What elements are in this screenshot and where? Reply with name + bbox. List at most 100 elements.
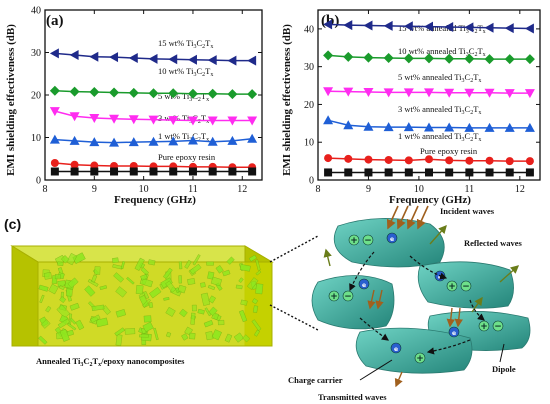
data-point bbox=[444, 53, 455, 64]
zoom-line-bottom bbox=[269, 304, 319, 331]
nanosheet-flake bbox=[67, 277, 79, 289]
y-tick-label: 30 bbox=[304, 62, 314, 73]
data-point bbox=[485, 156, 494, 165]
nanosheet-flake bbox=[120, 261, 126, 270]
data-point bbox=[464, 122, 475, 132]
x-axis-label: Frequency (GHz) bbox=[389, 194, 471, 206]
x-tick-label: 10 bbox=[414, 184, 424, 195]
nanosheet-flake bbox=[114, 327, 125, 337]
nanosheet-flake bbox=[115, 334, 123, 346]
data-point bbox=[247, 55, 257, 66]
y-tick-label: 0 bbox=[36, 176, 41, 187]
data-point bbox=[324, 154, 333, 163]
nanosheet-flake bbox=[189, 263, 202, 275]
nanosheet-flake bbox=[251, 319, 262, 331]
nanosheet-flake bbox=[217, 319, 225, 326]
nanosheet-flake bbox=[165, 331, 172, 338]
y-tick-label: 10 bbox=[31, 133, 41, 144]
data-point bbox=[343, 87, 354, 97]
electron-marker: e bbox=[358, 278, 370, 290]
nanosheet-flake bbox=[54, 274, 61, 280]
data-point bbox=[324, 168, 333, 177]
series bbox=[323, 115, 535, 132]
negative-charge: − bbox=[492, 320, 504, 332]
data-point bbox=[484, 54, 495, 65]
data-point bbox=[323, 50, 334, 61]
data-point bbox=[227, 55, 237, 66]
data-point bbox=[70, 160, 79, 169]
label-dipole: Dipole bbox=[492, 364, 516, 374]
nanosheet-flake bbox=[57, 280, 66, 287]
nanosheet-flake bbox=[222, 269, 231, 277]
data-point bbox=[110, 167, 119, 176]
nanosheet-flake bbox=[57, 261, 64, 266]
series-label-1: 1 wt% annealed Ti3C2Tx bbox=[398, 131, 481, 143]
svg-text:e: e bbox=[362, 282, 366, 289]
data-point bbox=[69, 50, 79, 61]
data-point bbox=[187, 54, 197, 65]
data-point bbox=[403, 122, 414, 132]
data-point bbox=[425, 168, 433, 177]
data-point bbox=[343, 20, 353, 31]
data-point bbox=[484, 22, 494, 33]
data-point bbox=[323, 87, 334, 97]
data-point bbox=[504, 23, 514, 34]
composite-box bbox=[10, 245, 274, 347]
data-point bbox=[89, 113, 100, 123]
negative-charge: − bbox=[460, 280, 472, 292]
nanosheet-flake bbox=[239, 264, 251, 272]
nanosheet-flake bbox=[207, 271, 215, 280]
label-transmitted-waves: Transmitted waves bbox=[318, 392, 387, 402]
y-tick-label: 20 bbox=[31, 91, 41, 102]
nanosheet-flake bbox=[57, 318, 71, 329]
nanosheet-flake bbox=[91, 274, 98, 283]
nanosheet-flake bbox=[56, 304, 71, 319]
data-point bbox=[109, 87, 120, 98]
x-tick-label: 10 bbox=[139, 184, 149, 195]
series bbox=[49, 85, 258, 100]
data-point bbox=[227, 135, 238, 145]
data-point bbox=[524, 122, 535, 132]
nanosheet-flake bbox=[115, 309, 126, 318]
svg-text:−: − bbox=[364, 236, 372, 246]
data-point bbox=[344, 154, 353, 163]
nanosheet-flake bbox=[184, 259, 192, 269]
nanosheet-flake bbox=[205, 331, 214, 341]
svg-text:5 wt% annealed Ti3C2Tx: 5 wt% annealed Ti3C2Tx bbox=[398, 72, 481, 84]
nanosheet-flake bbox=[126, 276, 135, 285]
data-point bbox=[383, 20, 393, 31]
data-point bbox=[525, 168, 534, 177]
svg-text:−: − bbox=[462, 282, 470, 292]
data-point bbox=[128, 87, 139, 98]
series-label-10: 10 wt% annealed Ti3C2Tx bbox=[398, 46, 486, 58]
svg-text:1 wt% annealed Ti3C2Tx: 1 wt% annealed Ti3C2Tx bbox=[398, 131, 481, 143]
data-point bbox=[404, 168, 413, 177]
data-point bbox=[207, 116, 218, 126]
x-tick-label: 11 bbox=[465, 184, 475, 195]
panel-tag-c: (c) bbox=[4, 216, 21, 232]
nanosheet-flake bbox=[255, 259, 261, 271]
positive-charge: + bbox=[328, 290, 340, 302]
schematic-panel-c: (c) Annealed Ti3C2Tx/epoxy nanocomposite… bbox=[4, 205, 531, 402]
reflected-arrows bbox=[323, 224, 520, 313]
data-point bbox=[89, 51, 99, 62]
data-point bbox=[128, 53, 138, 64]
data-point bbox=[148, 136, 159, 146]
data-point bbox=[247, 133, 258, 143]
data-point bbox=[445, 156, 454, 165]
data-point bbox=[109, 137, 120, 147]
nanosheet-flake bbox=[38, 284, 49, 292]
nanosheet-flake bbox=[40, 319, 51, 329]
y-tick-label: 10 bbox=[304, 138, 314, 149]
data-point bbox=[444, 88, 455, 98]
svg-text:3 wt% Ti3C2Tx: 3 wt% Ti3C2Tx bbox=[158, 113, 209, 125]
svg-text:3 wt% annealed Ti3C2Tx: 3 wt% annealed Ti3C2Tx bbox=[398, 104, 481, 116]
data-point bbox=[323, 115, 334, 125]
nanosheet-flake bbox=[43, 272, 53, 280]
svg-text:+: + bbox=[448, 282, 456, 292]
nanosheet-flake bbox=[95, 317, 109, 328]
svg-text:e: e bbox=[452, 330, 456, 337]
data-point bbox=[444, 22, 454, 32]
nanosheet-flake bbox=[148, 302, 154, 308]
